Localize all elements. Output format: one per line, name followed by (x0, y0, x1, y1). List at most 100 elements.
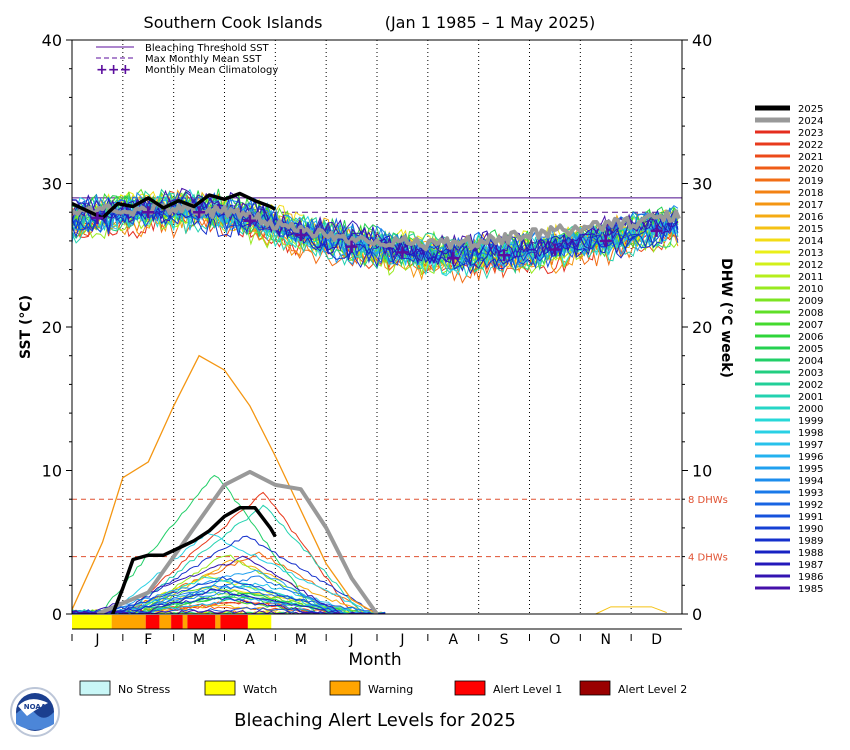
climatology-marker (243, 214, 256, 227)
legend-label: Monthly Mean Climatology (145, 65, 278, 76)
year-legend-label-2019: 2019 (798, 176, 823, 187)
sst-series (71, 187, 681, 284)
year-legend-label-2014: 2014 (798, 236, 823, 247)
climatology-marker (548, 243, 561, 256)
climatology-markers (91, 206, 663, 265)
alert-segment-alert1 (171, 615, 183, 629)
year-legend-label-1997: 1997 (798, 440, 823, 451)
climatology-marker (447, 252, 460, 265)
axes: 0 0 10 10 20 20 30 30 40 40 J F M A M J J A S O N D (42, 31, 713, 648)
alert-legend-swatch (454, 680, 486, 696)
year-legend-label-2021: 2021 (798, 152, 823, 163)
year-legend-label-2003: 2003 (798, 368, 823, 379)
alert-legend-label: Alert Level 1 (493, 683, 562, 696)
climatology-marker (599, 234, 612, 247)
dhw-line-2001 (71, 504, 386, 615)
climatology-marker (91, 211, 104, 224)
noaa-logo: NOAA (10, 687, 60, 737)
y-tick-label-right: 0 (692, 605, 702, 624)
x-tick-label: A (448, 632, 458, 648)
year-legend-label-1993: 1993 (798, 488, 823, 499)
noaa-logo-text: NOAA (24, 703, 47, 711)
year-legend-label-2007: 2007 (798, 320, 823, 331)
year-legend-label-2001: 2001 (798, 392, 823, 403)
y-tick-label-right: 40 (692, 31, 712, 50)
year-legend-label-1985: 1985 (798, 584, 823, 595)
alert-levels-title: Bleaching Alert Levels for 2025 (234, 710, 516, 731)
year-legend-label-1991: 1991 (798, 512, 823, 523)
dhw-line-2024 (96, 469, 379, 616)
y-tick-label-left: 40 (42, 31, 62, 50)
year-legend: 2025202420232022202120202019201820172016… (755, 104, 823, 595)
dhw-line-1990 (71, 575, 386, 615)
year-legend-label-2013: 2013 (798, 248, 823, 259)
sst-line-1987 (71, 197, 679, 268)
x-tick-label: J (399, 632, 404, 648)
climatology-marker (345, 240, 358, 253)
year-legend-label-2018: 2018 (798, 188, 823, 199)
chart-title: Southern Cook Islands (144, 13, 323, 32)
alert-bar (72, 614, 682, 630)
dhw-line-1989 (71, 535, 386, 615)
sst-line-2025 (71, 191, 277, 220)
alert-legend-swatch (79, 680, 111, 696)
alert-segment-alert1 (145, 615, 160, 629)
year-legend-label-1989: 1989 (798, 536, 823, 547)
dhw-reference-label: 4 DHWs (688, 553, 728, 564)
year-legend-label-2004: 2004 (798, 356, 823, 367)
chart-period: (Jan 1 1985 – 1 May 2025) (385, 13, 596, 32)
y-axis-label-left: SST (°C) (18, 295, 34, 359)
alert-legend-label: No Stress (118, 683, 171, 696)
year-legend-label-2010: 2010 (798, 284, 823, 295)
year-legend-label-2023: 2023 (798, 128, 823, 139)
alert-legend-label: Warning (368, 683, 413, 696)
x-axis-label: Month (348, 650, 401, 670)
climatology-marker (650, 224, 663, 237)
year-legend-label-2016: 2016 (798, 212, 823, 223)
sst-line-1991 (71, 196, 679, 271)
alert-segment-warning (111, 615, 146, 629)
year-legend-label-2006: 2006 (798, 332, 823, 343)
year-legend-label-1990: 1990 (798, 524, 823, 535)
climatology-marker (498, 249, 511, 262)
y-tick-label-left: 30 (42, 175, 62, 194)
year-legend-label-2009: 2009 (798, 296, 823, 307)
dhw-line-2017 (71, 354, 378, 615)
x-tick-label: N (601, 632, 611, 648)
y-axis-label-right: DHW (°C week) (718, 258, 734, 378)
year-legend-label-2025: 2025 (798, 104, 823, 115)
legend-label: Max Monthly Mean SST (145, 54, 262, 65)
year-legend-label-1986: 1986 (798, 572, 823, 583)
year-legend-label-1998: 1998 (798, 428, 823, 439)
year-legend-label-1996: 1996 (798, 452, 823, 463)
year-legend-label-2017: 2017 (798, 200, 823, 211)
alert-segment-watch (72, 615, 112, 629)
y-tick-label-left: 20 (42, 318, 62, 337)
year-legend-label-1987: 1987 (798, 560, 823, 571)
year-legend-label-2005: 2005 (798, 344, 823, 355)
sst-line-1989 (71, 198, 679, 272)
y-tick-label-right: 20 (692, 318, 712, 337)
x-tick-label: J (349, 632, 354, 648)
climatology-marker (396, 246, 409, 259)
sst-line-1985 (71, 187, 679, 260)
year-legend-label-2002: 2002 (798, 380, 823, 391)
alert-segment-warning (215, 615, 221, 629)
alert-segment-alert1 (220, 615, 248, 629)
alert-legend-swatch (329, 680, 361, 696)
dhw-series (71, 354, 667, 616)
year-legend-label-2022: 2022 (798, 140, 823, 151)
x-tick-label: D (651, 632, 662, 648)
alert-legend-label: Watch (243, 683, 277, 696)
alert-legend-swatch (204, 680, 236, 696)
alert-legend-label: Alert Level 2 (618, 683, 687, 696)
dhw-line-2025 (111, 506, 277, 615)
legend-label: Bleaching Threshold SST (145, 43, 270, 54)
alert-segment-alert1 (187, 615, 216, 629)
climatology-marker (142, 206, 155, 219)
year-legend-label-2015: 2015 (798, 224, 823, 235)
x-tick-label: O (549, 632, 560, 648)
legend-climatology-swatch: +++ (96, 62, 131, 78)
